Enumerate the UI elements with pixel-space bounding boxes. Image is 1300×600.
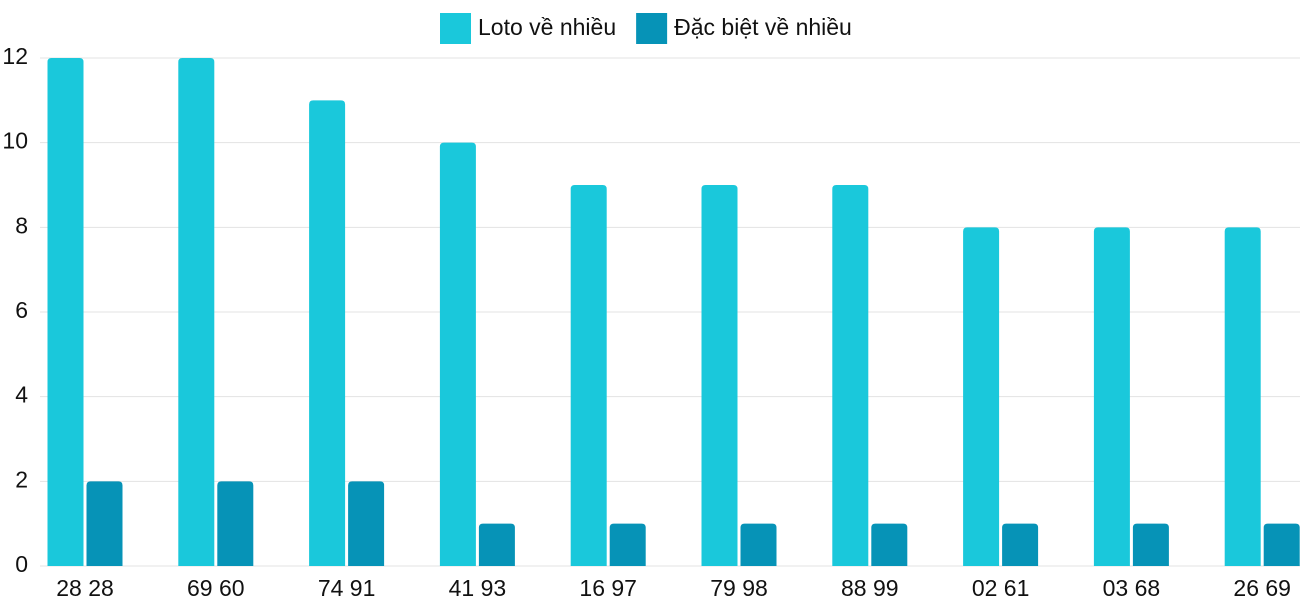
bar <box>47 58 84 566</box>
legend-label: Đặc biệt về nhiều <box>674 14 852 40</box>
x-tick-label: 41 93 <box>449 575 507 600</box>
x-tick-label: 28 28 <box>56 575 114 600</box>
x-tick-label: 02 61 <box>972 575 1030 600</box>
x-tick-label: 03 68 <box>1103 575 1161 600</box>
bar <box>178 58 215 566</box>
bar <box>701 185 738 566</box>
y-tick-label: 2 <box>15 466 28 492</box>
legend-swatch <box>636 13 668 44</box>
bar <box>1093 227 1130 567</box>
y-tick-label: 4 <box>15 382 28 408</box>
bar <box>217 481 254 566</box>
bar <box>570 185 607 566</box>
bar <box>348 481 385 566</box>
y-tick-label: 12 <box>2 43 28 69</box>
legend-swatch <box>440 13 471 44</box>
legend-label: Loto về nhiều <box>478 14 616 40</box>
bar <box>740 523 777 566</box>
y-tick-label: 10 <box>2 128 28 154</box>
y-tick-label: 8 <box>15 212 28 238</box>
bar <box>963 227 1000 567</box>
bar <box>309 100 346 566</box>
y-tick-label: 6 <box>15 297 28 323</box>
x-tick-label: 74 91 <box>318 575 376 600</box>
bar <box>1224 227 1261 567</box>
bar <box>832 185 869 566</box>
bar <box>1263 523 1300 566</box>
bar <box>871 523 908 566</box>
x-tick-label: 69 60 <box>187 575 245 600</box>
x-tick-label: 88 99 <box>841 575 899 600</box>
bar <box>609 523 646 566</box>
bar <box>1002 523 1039 566</box>
x-tick-label: 79 98 <box>710 575 768 600</box>
bar <box>439 142 476 566</box>
x-tick-label: 16 97 <box>579 575 637 600</box>
y-tick-label: 0 <box>15 551 28 577</box>
bar <box>478 523 515 566</box>
bar <box>1132 523 1169 566</box>
x-tick-label: 26 69 <box>1233 575 1291 600</box>
bar <box>86 481 123 566</box>
